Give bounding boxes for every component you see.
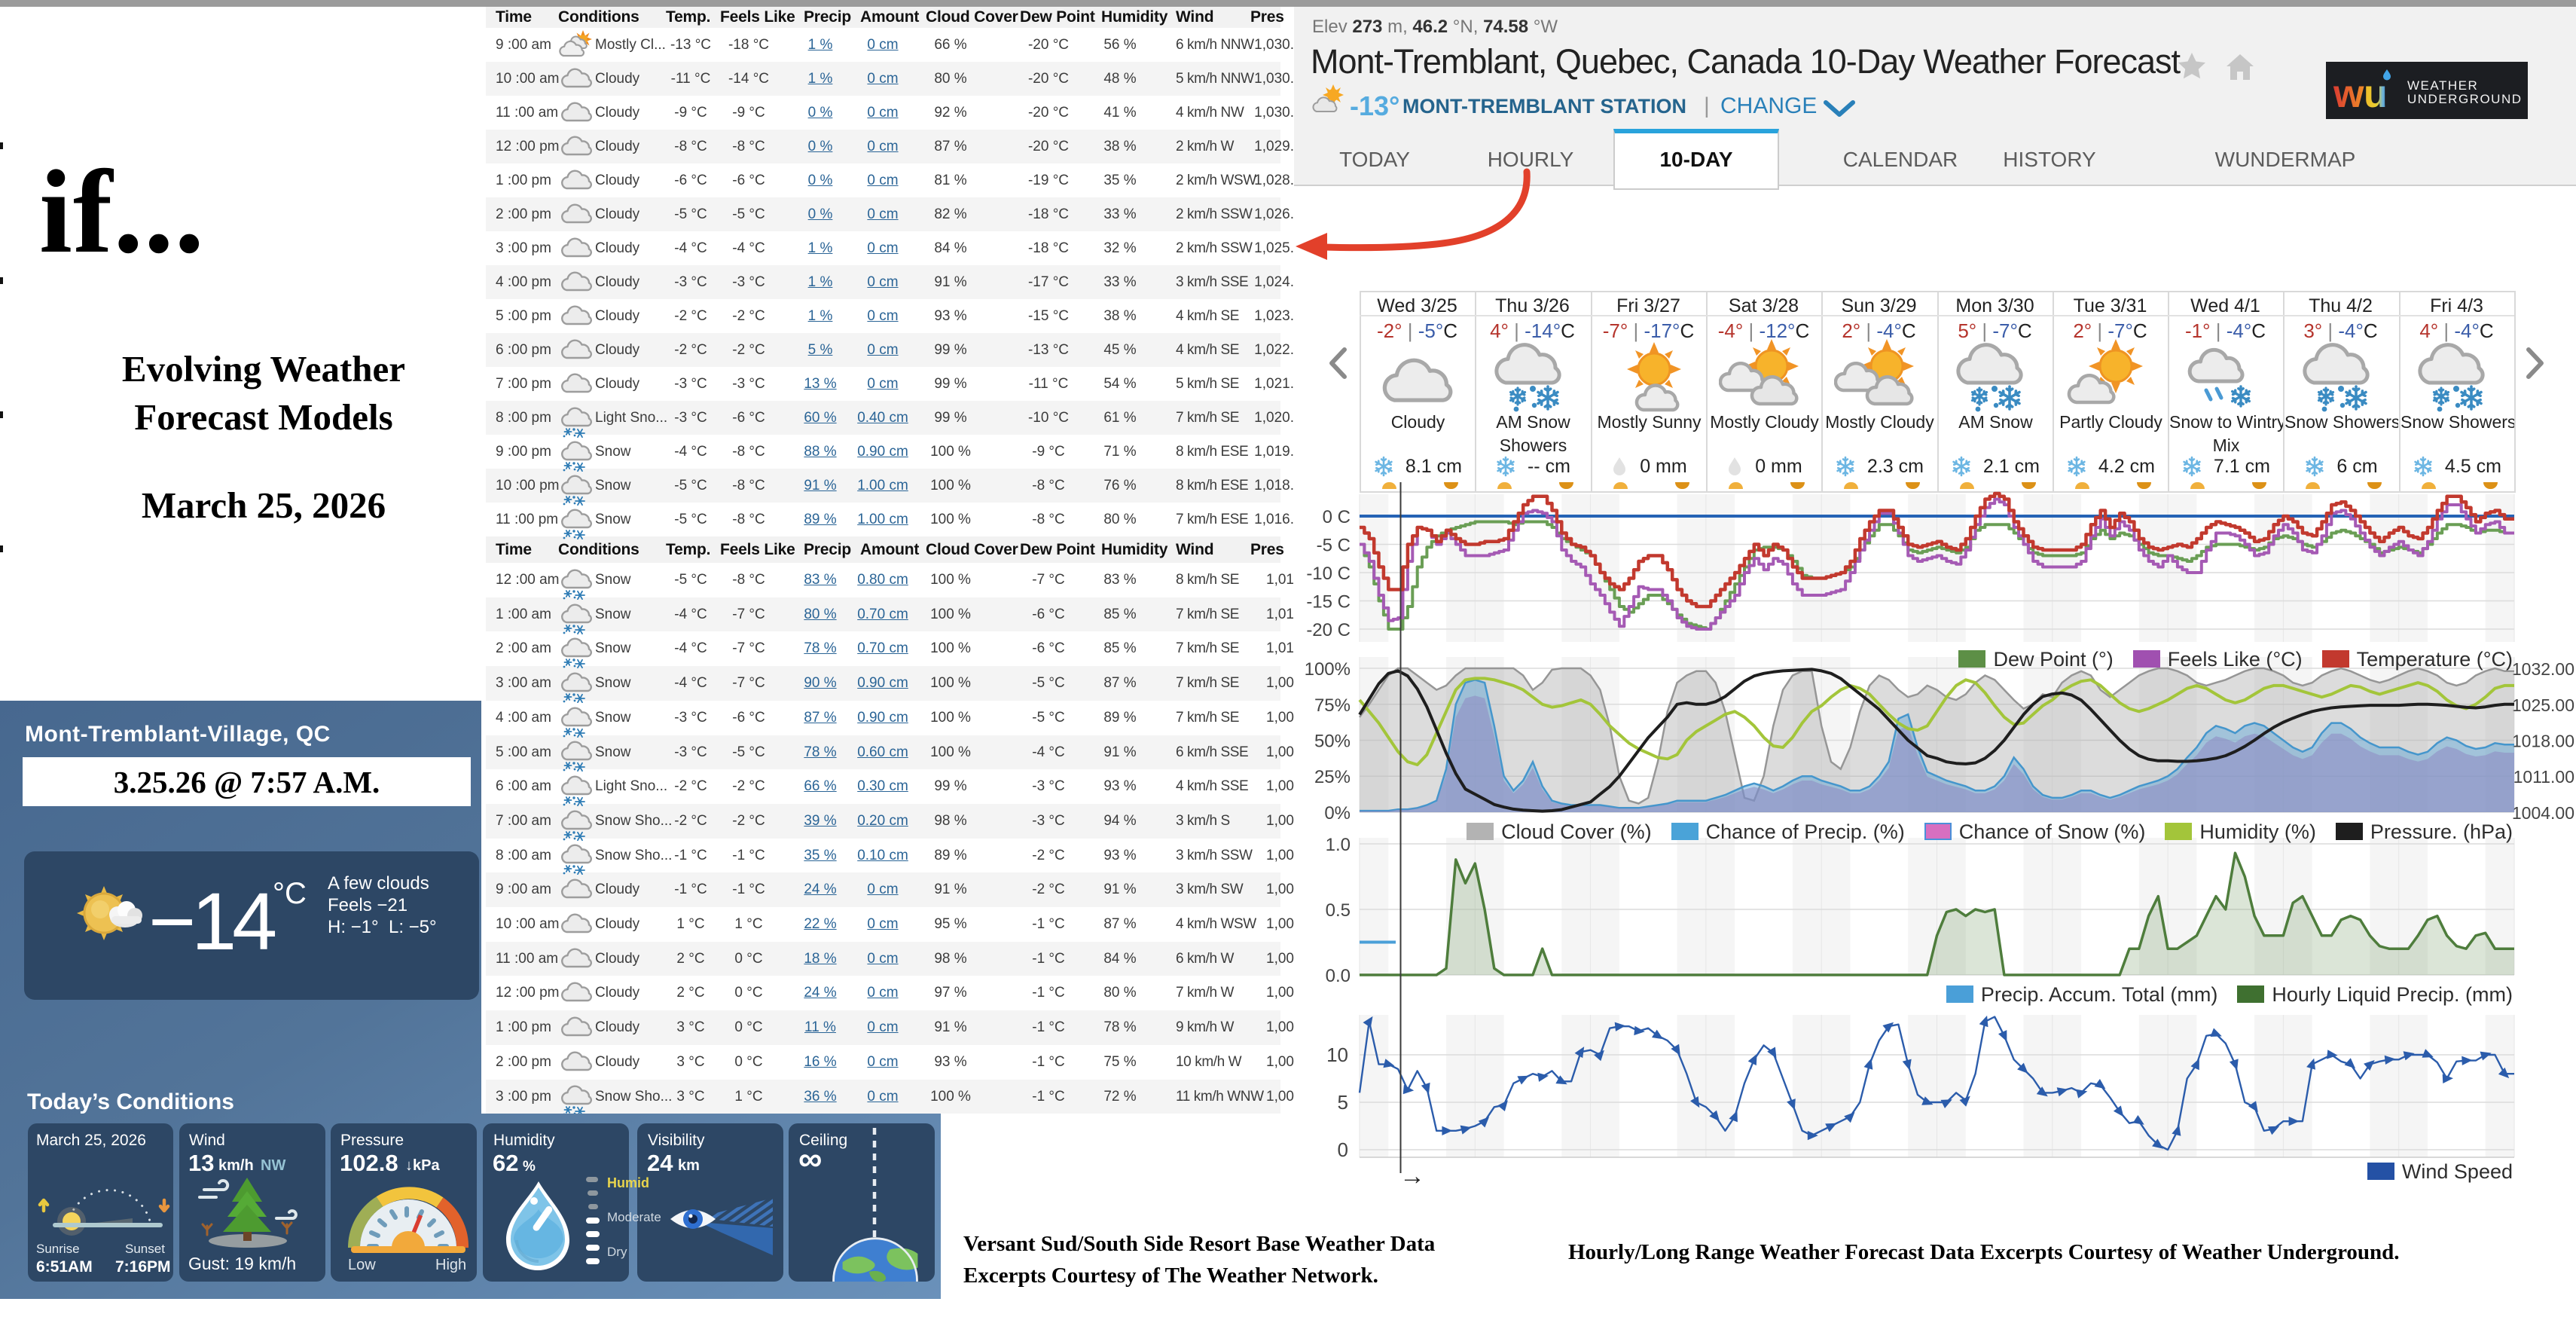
svg-text:1018.00: 1018.00 [2512, 732, 2574, 751]
svg-text:5: 5 [1338, 1091, 1348, 1114]
svg-text:-15 C: -15 C [1306, 592, 1351, 613]
svg-text:1004.00: 1004.00 [2512, 803, 2574, 823]
svg-text:50%: 50% [1314, 732, 1351, 752]
svg-text:0%: 0% [1324, 803, 1351, 824]
svg-text:1011.00: 1011.00 [2513, 767, 2574, 787]
svg-text:25%: 25% [1314, 767, 1351, 787]
svg-text:0: 0 [1338, 1138, 1348, 1161]
svg-text:75%: 75% [1314, 695, 1351, 716]
svg-text:0 C: 0 C [1323, 507, 1351, 527]
svg-text:0.0: 0.0 [1326, 966, 1351, 986]
svg-text:10: 10 [1326, 1044, 1348, 1066]
svg-text:u: u [2364, 72, 2388, 116]
svg-text:-5 C: -5 C [1317, 536, 1351, 556]
svg-text:w: w [2333, 72, 2364, 116]
svg-text:1032.00: 1032.00 [2512, 659, 2574, 679]
svg-text:1025.00: 1025.00 [2512, 695, 2574, 715]
svg-text:1.0: 1.0 [1326, 835, 1351, 855]
svg-text:-10 C: -10 C [1306, 564, 1351, 584]
svg-text:-20 C: -20 C [1306, 620, 1351, 640]
svg-text:0.5: 0.5 [1326, 900, 1351, 921]
svg-text:100%: 100% [1305, 659, 1351, 680]
